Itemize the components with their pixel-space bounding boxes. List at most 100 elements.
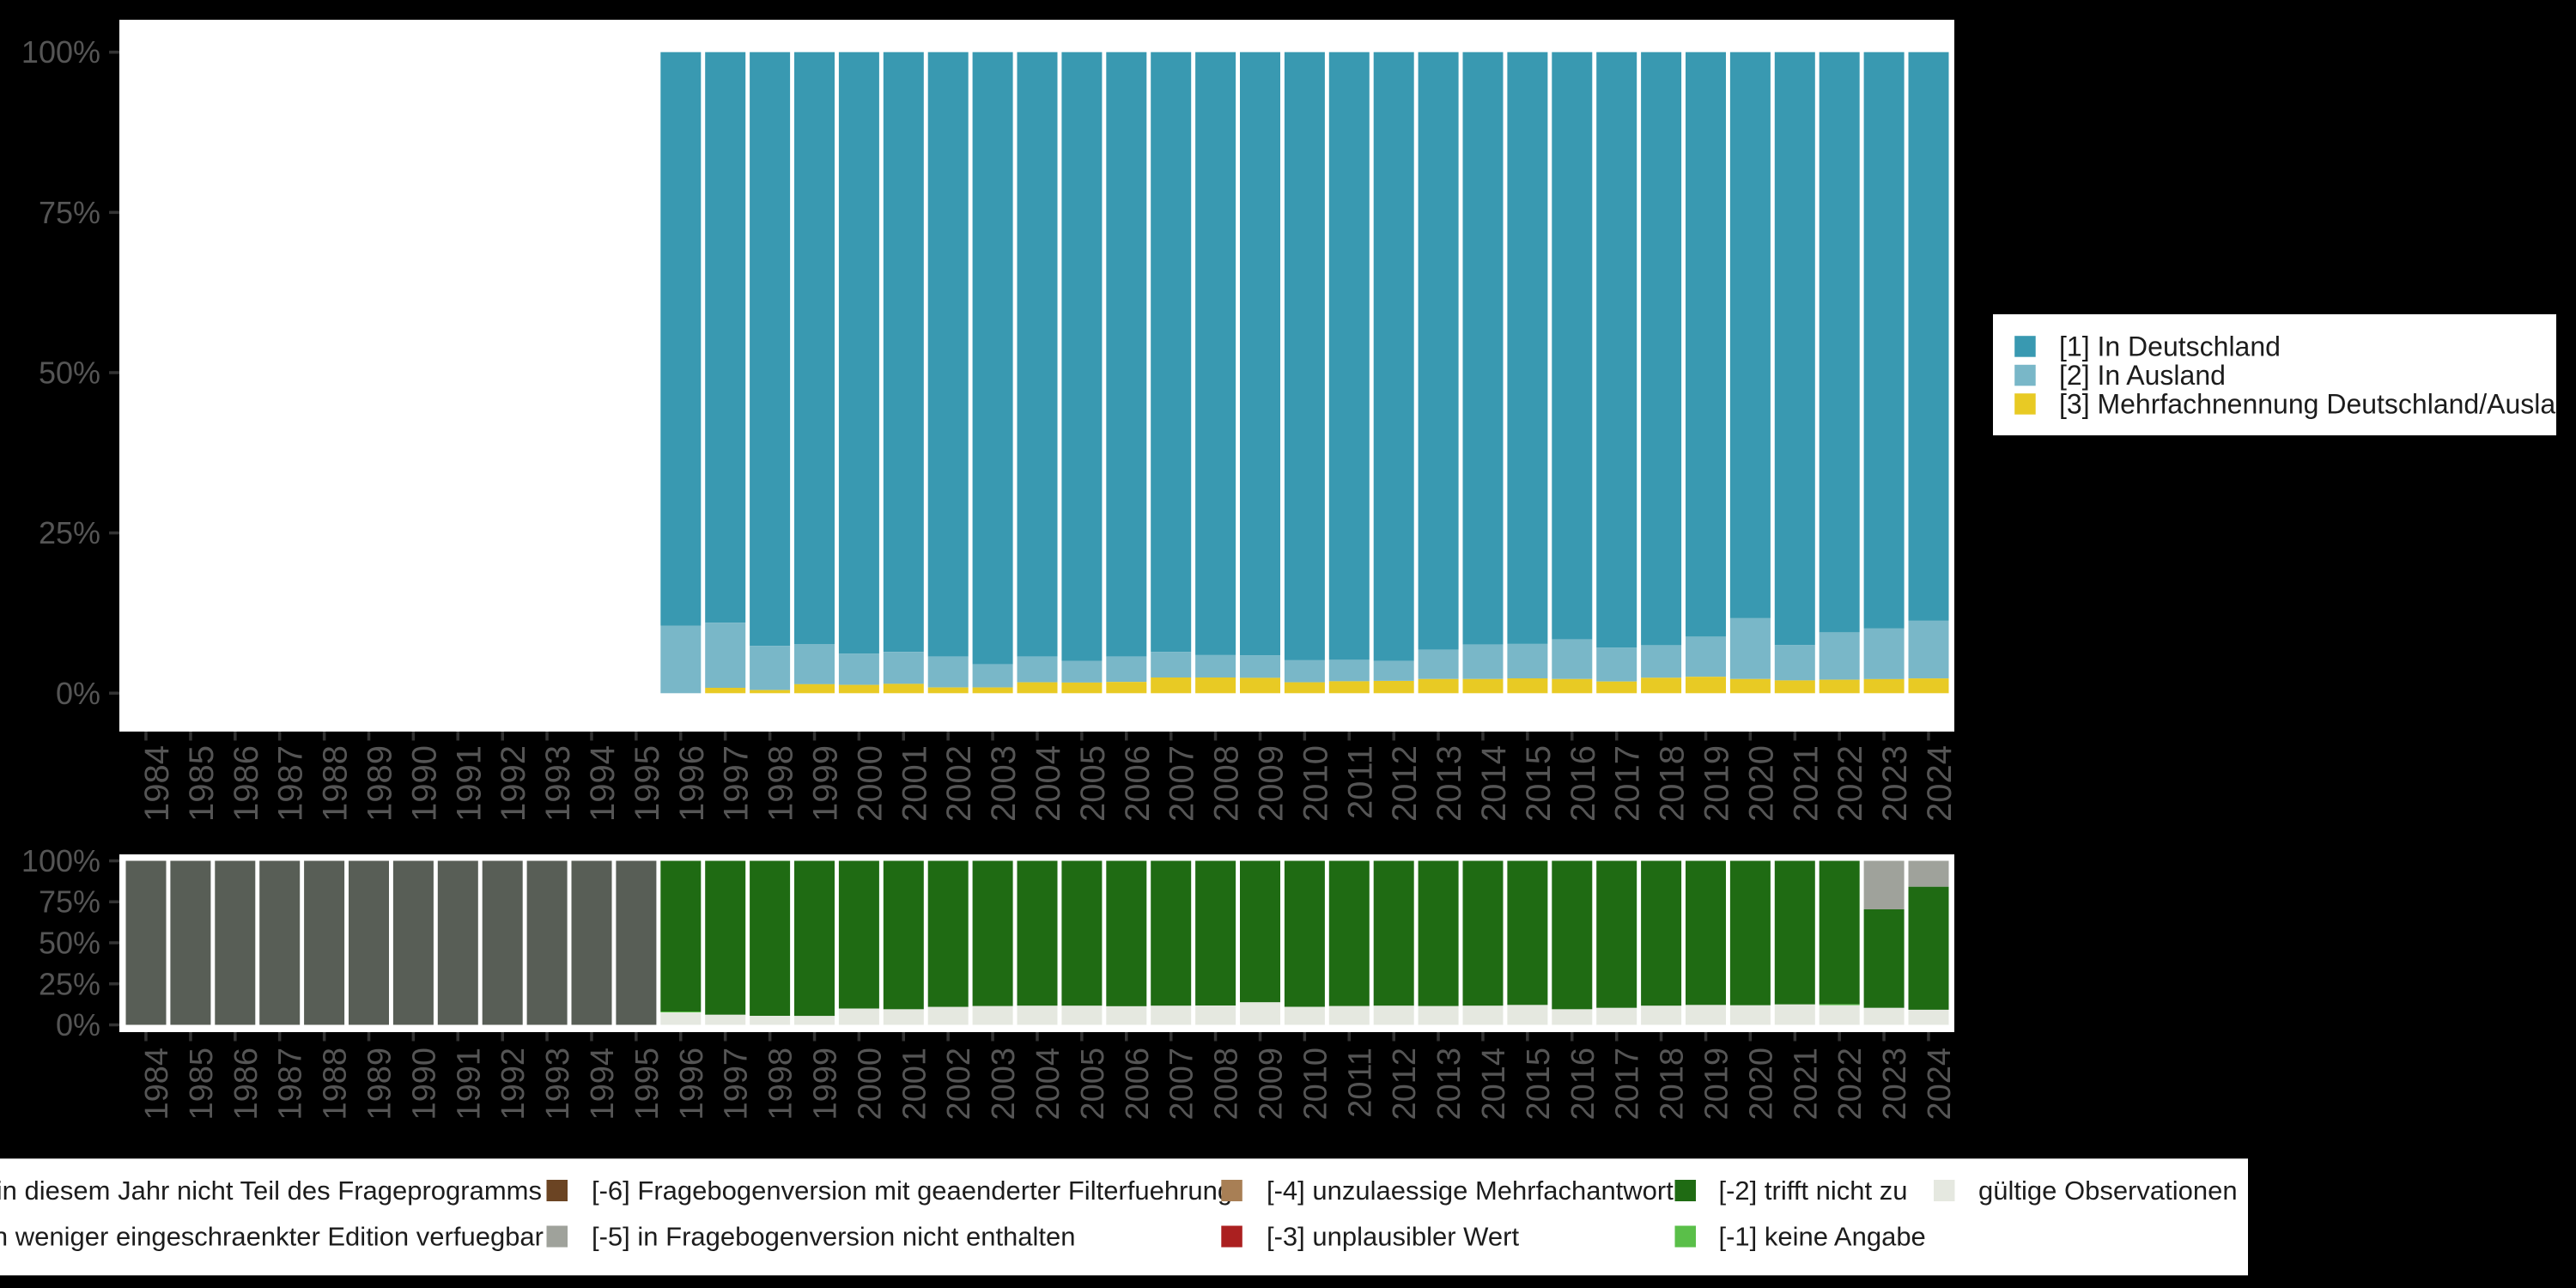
svg-text:2024: 2024 <box>1921 745 1959 822</box>
svg-text:[-7] Nur in weniger eingeschra: [-7] Nur in weniger eingeschraenkter Edi… <box>0 1222 544 1252</box>
svg-text:2001: 2001 <box>896 1048 933 1121</box>
svg-text:1988: 1988 <box>318 1048 354 1121</box>
svg-text:[3] Mehrfachnennung Deutschlan: [3] Mehrfachnennung Deutschland/Ausland <box>2059 389 2576 420</box>
svg-text:2009: 2009 <box>1253 745 1291 822</box>
svg-text:2007: 2007 <box>1164 1048 1200 1121</box>
svg-text:2016: 2016 <box>1565 1048 1601 1121</box>
svg-text:2004: 2004 <box>1030 1048 1066 1121</box>
svg-text:2020: 2020 <box>1743 1048 1779 1121</box>
svg-text:[2] In Ausland: [2] In Ausland <box>2059 360 2226 391</box>
svg-text:2018: 2018 <box>1655 1048 1691 1121</box>
svg-text:1985: 1985 <box>183 745 221 822</box>
svg-text:2008: 2008 <box>1209 1048 1245 1121</box>
svg-text:100%: 100% <box>21 843 100 878</box>
svg-text:2013: 2013 <box>1431 745 1468 822</box>
svg-text:1999: 1999 <box>808 1048 844 1121</box>
svg-text:1990: 1990 <box>406 1048 442 1121</box>
svg-text:2017: 2017 <box>1610 1048 1646 1121</box>
svg-text:2022: 2022 <box>1832 1048 1868 1121</box>
svg-text:2005: 2005 <box>1074 745 1112 822</box>
svg-text:2012: 2012 <box>1387 1048 1423 1121</box>
svg-text:1992: 1992 <box>495 1048 532 1121</box>
svg-text:2003: 2003 <box>985 745 1023 822</box>
svg-text:50%: 50% <box>39 926 100 961</box>
svg-text:2005: 2005 <box>1075 1048 1111 1121</box>
svg-text:2018: 2018 <box>1654 745 1692 822</box>
svg-text:2020: 2020 <box>1742 745 1780 822</box>
svg-text:[-6] Fragebogenversion mit gea: [-6] Fragebogenversion mit geaenderter F… <box>592 1176 1232 1206</box>
svg-text:2002: 2002 <box>941 1048 977 1121</box>
svg-text:1996: 1996 <box>673 745 711 822</box>
svg-text:1984: 1984 <box>139 1048 175 1121</box>
svg-text:2000: 2000 <box>852 1048 888 1121</box>
svg-text:2015: 2015 <box>1520 745 1558 822</box>
svg-text:2024: 2024 <box>1922 1048 1958 1121</box>
svg-text:1991: 1991 <box>451 1048 487 1121</box>
svg-text:1991: 1991 <box>450 745 488 822</box>
svg-text:1998: 1998 <box>763 1048 799 1121</box>
svg-text:[-3] unplausibler Wert: [-3] unplausibler Wert <box>1267 1222 1519 1252</box>
svg-text:1994: 1994 <box>584 745 622 822</box>
svg-text:2000: 2000 <box>851 745 889 822</box>
svg-text:1999: 1999 <box>807 745 845 822</box>
svg-text:1996: 1996 <box>674 1048 710 1121</box>
svg-text:1997: 1997 <box>719 1048 755 1121</box>
svg-text:1995: 1995 <box>629 1048 665 1121</box>
svg-text:1997: 1997 <box>718 745 756 822</box>
svg-text:2019: 2019 <box>1699 1048 1735 1121</box>
svg-text:1998: 1998 <box>762 745 800 822</box>
svg-text:[-2] trifft nicht zu: [-2] trifft nicht zu <box>1719 1176 1908 1206</box>
svg-text:2004: 2004 <box>1030 745 1067 822</box>
svg-text:1984: 1984 <box>138 745 176 822</box>
svg-text:gültige Observationen: gültige Observationen <box>1978 1176 2238 1206</box>
svg-text:1995: 1995 <box>629 745 666 822</box>
svg-text:100%: 100% <box>21 34 100 70</box>
svg-text:1989: 1989 <box>361 745 399 822</box>
svg-text:[1] In Deutschland: [1] In Deutschland <box>2059 331 2281 362</box>
svg-text:2017: 2017 <box>1609 745 1647 822</box>
svg-text:2003: 2003 <box>986 1048 1022 1121</box>
svg-text:25%: 25% <box>39 966 100 1001</box>
svg-text:1987: 1987 <box>272 745 310 822</box>
svg-text:1985: 1985 <box>184 1048 220 1121</box>
svg-text:2006: 2006 <box>1120 1048 1156 1121</box>
svg-text:1990: 1990 <box>405 745 443 822</box>
svg-text:2014: 2014 <box>1475 745 1513 822</box>
svg-text:[-8] Frage in diesem Jahr nich: [-8] Frage in diesem Jahr nicht Teil des… <box>0 1176 542 1206</box>
svg-text:2008: 2008 <box>1208 745 1246 822</box>
svg-text:2011: 2011 <box>1341 745 1379 819</box>
svg-text:[-1] keine Angabe: [-1] keine Angabe <box>1719 1222 1926 1252</box>
svg-text:25%: 25% <box>39 515 100 550</box>
svg-text:1988: 1988 <box>317 745 355 822</box>
svg-text:0%: 0% <box>56 676 100 711</box>
svg-text:2023: 2023 <box>1876 745 1914 822</box>
svg-text:2007: 2007 <box>1163 745 1201 822</box>
svg-text:50%: 50% <box>39 355 100 391</box>
svg-text:2002: 2002 <box>940 745 978 822</box>
svg-text:2019: 2019 <box>1698 745 1736 822</box>
svg-text:1993: 1993 <box>540 1048 576 1121</box>
svg-text:2016: 2016 <box>1564 745 1602 822</box>
svg-text:1989: 1989 <box>362 1048 398 1121</box>
svg-text:1993: 1993 <box>539 745 577 822</box>
svg-text:2022: 2022 <box>1832 745 1869 822</box>
svg-text:2015: 2015 <box>1521 1048 1557 1121</box>
svg-text:0%: 0% <box>56 1007 100 1042</box>
svg-text:[-4] unzulaessige Mehrfachantw: [-4] unzulaessige Mehrfachantwort <box>1267 1176 1674 1206</box>
svg-text:1987: 1987 <box>273 1048 309 1121</box>
svg-text:2021: 2021 <box>1787 745 1825 822</box>
svg-text:1992: 1992 <box>495 745 532 822</box>
svg-text:2010: 2010 <box>1297 745 1334 822</box>
svg-text:2006: 2006 <box>1119 745 1157 822</box>
svg-text:2014: 2014 <box>1476 1048 1512 1121</box>
svg-text:2011: 2011 <box>1342 1048 1378 1118</box>
svg-text:75%: 75% <box>39 195 100 230</box>
svg-text:2021: 2021 <box>1788 1048 1824 1121</box>
svg-text:2013: 2013 <box>1431 1048 1467 1121</box>
svg-text:1994: 1994 <box>585 1048 621 1121</box>
svg-text:2009: 2009 <box>1254 1048 1290 1121</box>
svg-text:1986: 1986 <box>228 745 265 822</box>
svg-text:1986: 1986 <box>228 1048 264 1121</box>
svg-text:75%: 75% <box>39 884 100 920</box>
svg-text:2001: 2001 <box>896 745 933 822</box>
